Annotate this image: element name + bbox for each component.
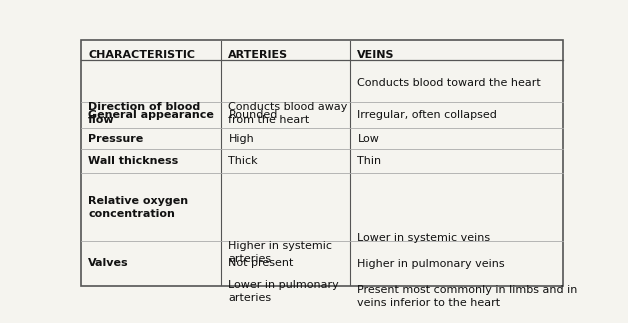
Text: Present most commonly in limbs and in
veins inferior to the heart: Present most commonly in limbs and in ve… [357,285,578,308]
Text: Not present: Not present [229,258,294,268]
Text: VEINS: VEINS [357,50,395,60]
Text: Lower in systemic veins

Higher in pulmonary veins: Lower in systemic veins Higher in pulmon… [357,233,505,269]
Text: Relative oxygen
concentration: Relative oxygen concentration [88,196,188,219]
Text: Thin: Thin [357,156,381,166]
Text: Pressure: Pressure [88,134,143,144]
Text: Valves: Valves [88,258,129,268]
Text: Direction of blood
flow: Direction of blood flow [88,102,200,125]
Text: Wall thickness: Wall thickness [88,156,178,166]
Text: Thick: Thick [229,156,258,166]
Text: Irregular, often collapsed: Irregular, often collapsed [357,110,497,120]
Text: CHARACTERISTIC: CHARACTERISTIC [88,50,195,60]
Text: High: High [229,134,254,144]
Text: Higher in systemic
arteries

Lower in pulmonary
arteries: Higher in systemic arteries Lower in pul… [229,242,339,303]
Text: Low: Low [357,134,379,144]
Text: ARTERIES: ARTERIES [229,50,288,60]
FancyBboxPatch shape [81,40,563,286]
Text: Conducts blood away
from the heart: Conducts blood away from the heart [229,102,348,125]
Text: Conducts blood toward the heart: Conducts blood toward the heart [357,78,541,88]
Text: Rounded: Rounded [229,110,278,120]
Text: General appearance: General appearance [88,110,214,120]
